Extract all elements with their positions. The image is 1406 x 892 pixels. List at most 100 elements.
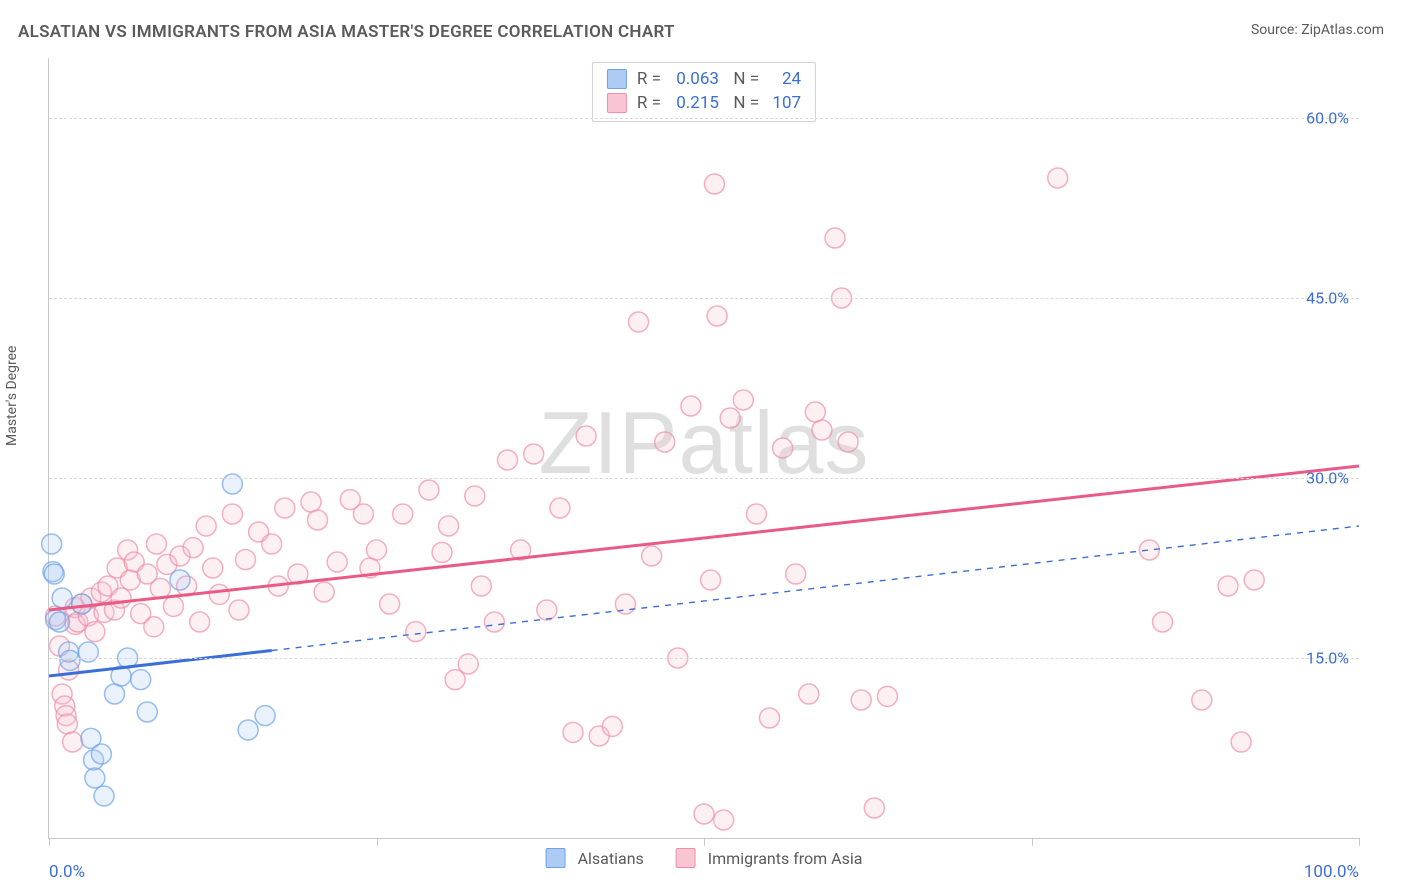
data-point	[111, 588, 131, 608]
data-point	[353, 504, 373, 524]
legend-label-0: Alsatians	[578, 849, 644, 868]
stats-swatch-0	[607, 69, 627, 89]
data-point	[1231, 732, 1251, 752]
data-point	[137, 702, 157, 722]
data-point	[222, 504, 242, 524]
gridline-y	[49, 658, 1359, 659]
data-point	[60, 650, 80, 670]
data-point	[327, 552, 347, 572]
data-point	[367, 540, 387, 560]
stats-n-1: 107	[765, 93, 801, 113]
data-point	[44, 564, 64, 584]
source-label: Source: ZipAtlas.com	[1251, 22, 1384, 38]
xtick	[377, 838, 378, 846]
data-point	[196, 516, 216, 536]
data-point	[42, 534, 62, 554]
data-point	[131, 670, 151, 690]
xtick-label: 100.0%	[1304, 862, 1359, 882]
ytick-label: 30.0%	[1306, 469, 1349, 488]
data-point	[236, 550, 256, 570]
data-point	[458, 654, 478, 674]
data-point	[576, 426, 596, 446]
ytick-label: 15.0%	[1306, 649, 1349, 668]
data-point	[238, 720, 258, 740]
data-point	[91, 744, 111, 764]
legend-item-0: Alsatians	[546, 848, 644, 868]
data-point	[805, 402, 825, 422]
data-point	[406, 622, 426, 642]
xtick-label: 0.0%	[49, 862, 85, 882]
data-point	[694, 804, 714, 824]
data-point	[57, 714, 77, 734]
chart-svg	[49, 58, 1359, 838]
data-point	[465, 486, 485, 506]
y-axis-label: Master's Degree	[4, 346, 20, 446]
data-point	[262, 534, 282, 554]
data-point	[825, 228, 845, 248]
legend-swatch-0	[546, 848, 566, 868]
data-point	[629, 312, 649, 332]
stats-row-1: R = 0.215 N = 107	[607, 91, 801, 115]
data-point	[655, 432, 675, 452]
data-point	[52, 588, 72, 608]
data-point	[1192, 690, 1212, 710]
data-point	[275, 498, 295, 518]
legend-swatch-1	[676, 848, 696, 868]
data-point	[209, 584, 229, 604]
data-point	[170, 570, 190, 590]
gridline-y	[49, 118, 1359, 119]
data-point	[864, 798, 884, 818]
data-point	[1048, 168, 1068, 188]
xtick	[704, 838, 705, 846]
data-point	[720, 408, 740, 428]
xtick	[1359, 838, 1360, 846]
data-point	[229, 600, 249, 620]
series-legend: Alsatians Immigrants from Asia	[546, 848, 863, 868]
data-point	[203, 558, 223, 578]
ytick-label: 45.0%	[1306, 289, 1349, 308]
data-point	[714, 810, 734, 830]
data-point	[308, 510, 328, 530]
data-point	[63, 732, 83, 752]
data-point	[94, 786, 114, 806]
data-point	[432, 542, 452, 562]
data-point	[701, 570, 721, 590]
data-point	[733, 390, 753, 410]
data-point	[78, 642, 98, 662]
data-point	[877, 686, 897, 706]
data-point	[439, 516, 459, 536]
data-point	[642, 546, 662, 566]
stats-row-0: R = 0.063 N = 24	[607, 67, 801, 91]
data-point	[838, 432, 858, 452]
stats-n-0: 24	[765, 69, 801, 89]
chart-title: ALSATIAN VS IMMIGRANTS FROM ASIA MASTER'…	[18, 22, 675, 42]
data-point	[786, 564, 806, 584]
data-point	[1153, 612, 1173, 632]
data-point	[537, 600, 557, 620]
data-point	[183, 538, 203, 558]
data-point	[851, 690, 871, 710]
data-point	[550, 498, 570, 518]
data-point	[255, 706, 275, 726]
data-point	[602, 716, 622, 736]
data-point	[704, 174, 724, 194]
plot-area: ZIPatlas R = 0.063 N = 24 R = 0.215 N = …	[48, 58, 1359, 839]
data-point	[105, 684, 125, 704]
gridline-y	[49, 298, 1359, 299]
data-point	[471, 576, 491, 596]
data-point	[484, 612, 504, 632]
data-point	[773, 438, 793, 458]
data-point	[222, 474, 242, 494]
data-point	[799, 684, 819, 704]
data-point	[144, 617, 164, 637]
gridline-y	[49, 478, 1359, 479]
data-point	[524, 444, 544, 464]
ytick-label: 60.0%	[1306, 109, 1349, 128]
stats-r-1: 0.215	[667, 93, 719, 113]
xtick	[1032, 838, 1033, 846]
data-point	[150, 578, 170, 598]
data-point	[49, 612, 69, 632]
data-point	[163, 596, 183, 616]
data-point	[190, 612, 210, 632]
data-point	[760, 708, 780, 728]
